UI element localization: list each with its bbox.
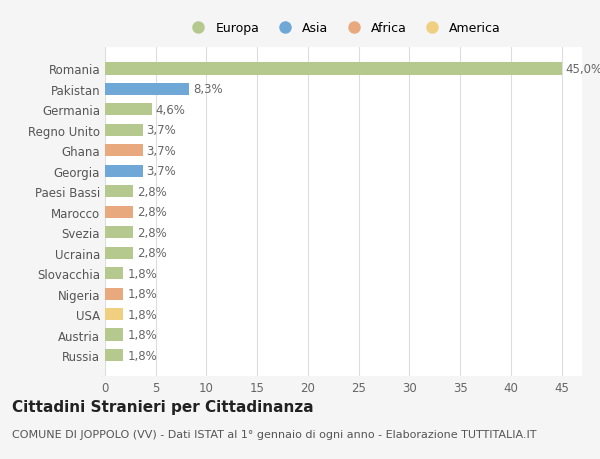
Text: COMUNE DI JOPPOLO (VV) - Dati ISTAT al 1° gennaio di ogni anno - Elaborazione TU: COMUNE DI JOPPOLO (VV) - Dati ISTAT al 1… [12,429,536,439]
Bar [105,145,143,157]
Bar [105,329,123,341]
Bar [105,84,189,96]
Text: 2,8%: 2,8% [137,206,167,219]
Legend: Europa, Asia, Africa, America: Europa, Asia, Africa, America [182,18,505,39]
Text: 1,8%: 1,8% [127,308,157,321]
Text: 3,7%: 3,7% [146,124,176,137]
Text: 2,8%: 2,8% [137,185,167,198]
Bar [105,349,123,362]
Bar [105,288,123,300]
Bar [105,227,133,239]
Bar [105,124,143,137]
Text: 1,8%: 1,8% [127,328,157,341]
Bar [105,63,562,75]
Text: 1,8%: 1,8% [127,349,157,362]
Bar [105,268,123,280]
Bar [105,206,133,218]
Text: 3,7%: 3,7% [146,165,176,178]
Bar [105,186,133,198]
Text: Cittadini Stranieri per Cittadinanza: Cittadini Stranieri per Cittadinanza [12,399,314,414]
Text: 3,7%: 3,7% [146,145,176,157]
Text: 1,8%: 1,8% [127,267,157,280]
Text: 2,8%: 2,8% [137,226,167,239]
Text: 45,0%: 45,0% [566,63,600,76]
Bar [105,308,123,320]
Bar [105,247,133,259]
Text: 1,8%: 1,8% [127,287,157,301]
Text: 8,3%: 8,3% [193,83,223,96]
Bar [105,104,152,116]
Text: 4,6%: 4,6% [156,104,185,117]
Bar [105,165,143,178]
Text: 2,8%: 2,8% [137,246,167,260]
